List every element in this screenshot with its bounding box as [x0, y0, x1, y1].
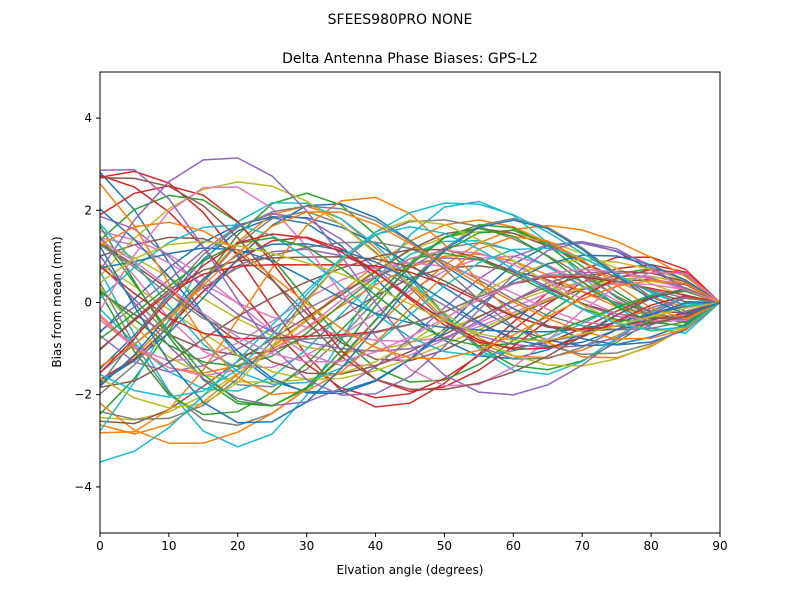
- series-line: [100, 221, 720, 360]
- series-line: [100, 235, 720, 369]
- series-line: [100, 244, 720, 340]
- x-tick-label: 0: [96, 539, 104, 553]
- series-line: [100, 240, 720, 392]
- x-tick-label: 90: [712, 539, 727, 553]
- series-line: [100, 240, 720, 342]
- series-layer: [100, 157, 720, 463]
- series-line: [100, 170, 720, 408]
- x-tick-label: 20: [230, 539, 245, 553]
- series-line: [100, 227, 720, 407]
- series-line: [100, 236, 720, 343]
- y-tick-label: 4: [84, 111, 92, 125]
- series-line: [100, 237, 720, 347]
- x-tick-label: 40: [368, 539, 383, 553]
- series-line: [100, 249, 720, 377]
- y-tick-label: 2: [84, 203, 92, 217]
- x-tick-label: 60: [506, 539, 521, 553]
- y-axis-label: Bias from mean (mm): [50, 236, 64, 367]
- series-line: [100, 236, 720, 381]
- y-tick-label: 0: [84, 296, 92, 310]
- y-tick-label: −4: [74, 480, 92, 494]
- x-axis-label: Elvation angle (degrees): [337, 563, 484, 577]
- series-line: [100, 202, 720, 463]
- series-line: [100, 219, 720, 421]
- chart-title: Delta Antenna Phase Biases: GPS-L2: [282, 51, 538, 67]
- series-line: [100, 181, 720, 367]
- x-tick-label: 50: [437, 539, 452, 553]
- y-axis: −4 −2 0 2 4: [74, 111, 100, 494]
- series-line: [100, 176, 720, 391]
- series-line: [100, 219, 720, 424]
- series-line: [100, 185, 720, 393]
- x-tick-label: 30: [299, 539, 314, 553]
- series-line: [100, 242, 720, 407]
- x-tick-label: 10: [161, 539, 176, 553]
- series-line: [100, 233, 720, 374]
- x-tick-label: 80: [643, 539, 658, 553]
- series-line: [100, 226, 720, 398]
- series-line: [100, 225, 720, 407]
- chart-suptitle: SFEES980PRO NONE: [328, 12, 473, 28]
- series-line: [100, 243, 720, 387]
- series-line: [100, 219, 720, 409]
- series-line: [100, 205, 720, 386]
- y-tick-label: −2: [74, 388, 92, 402]
- series-line: [100, 239, 720, 363]
- series-line: [100, 208, 720, 395]
- series-line: [100, 211, 720, 368]
- x-tick-label: 70: [575, 539, 590, 553]
- x-axis: 0 10 20 30 40 50 60 70 80 90: [96, 533, 728, 553]
- series-line: [100, 168, 720, 397]
- series-line: [100, 196, 720, 434]
- series-line: [100, 203, 720, 383]
- series-line: [100, 224, 720, 445]
